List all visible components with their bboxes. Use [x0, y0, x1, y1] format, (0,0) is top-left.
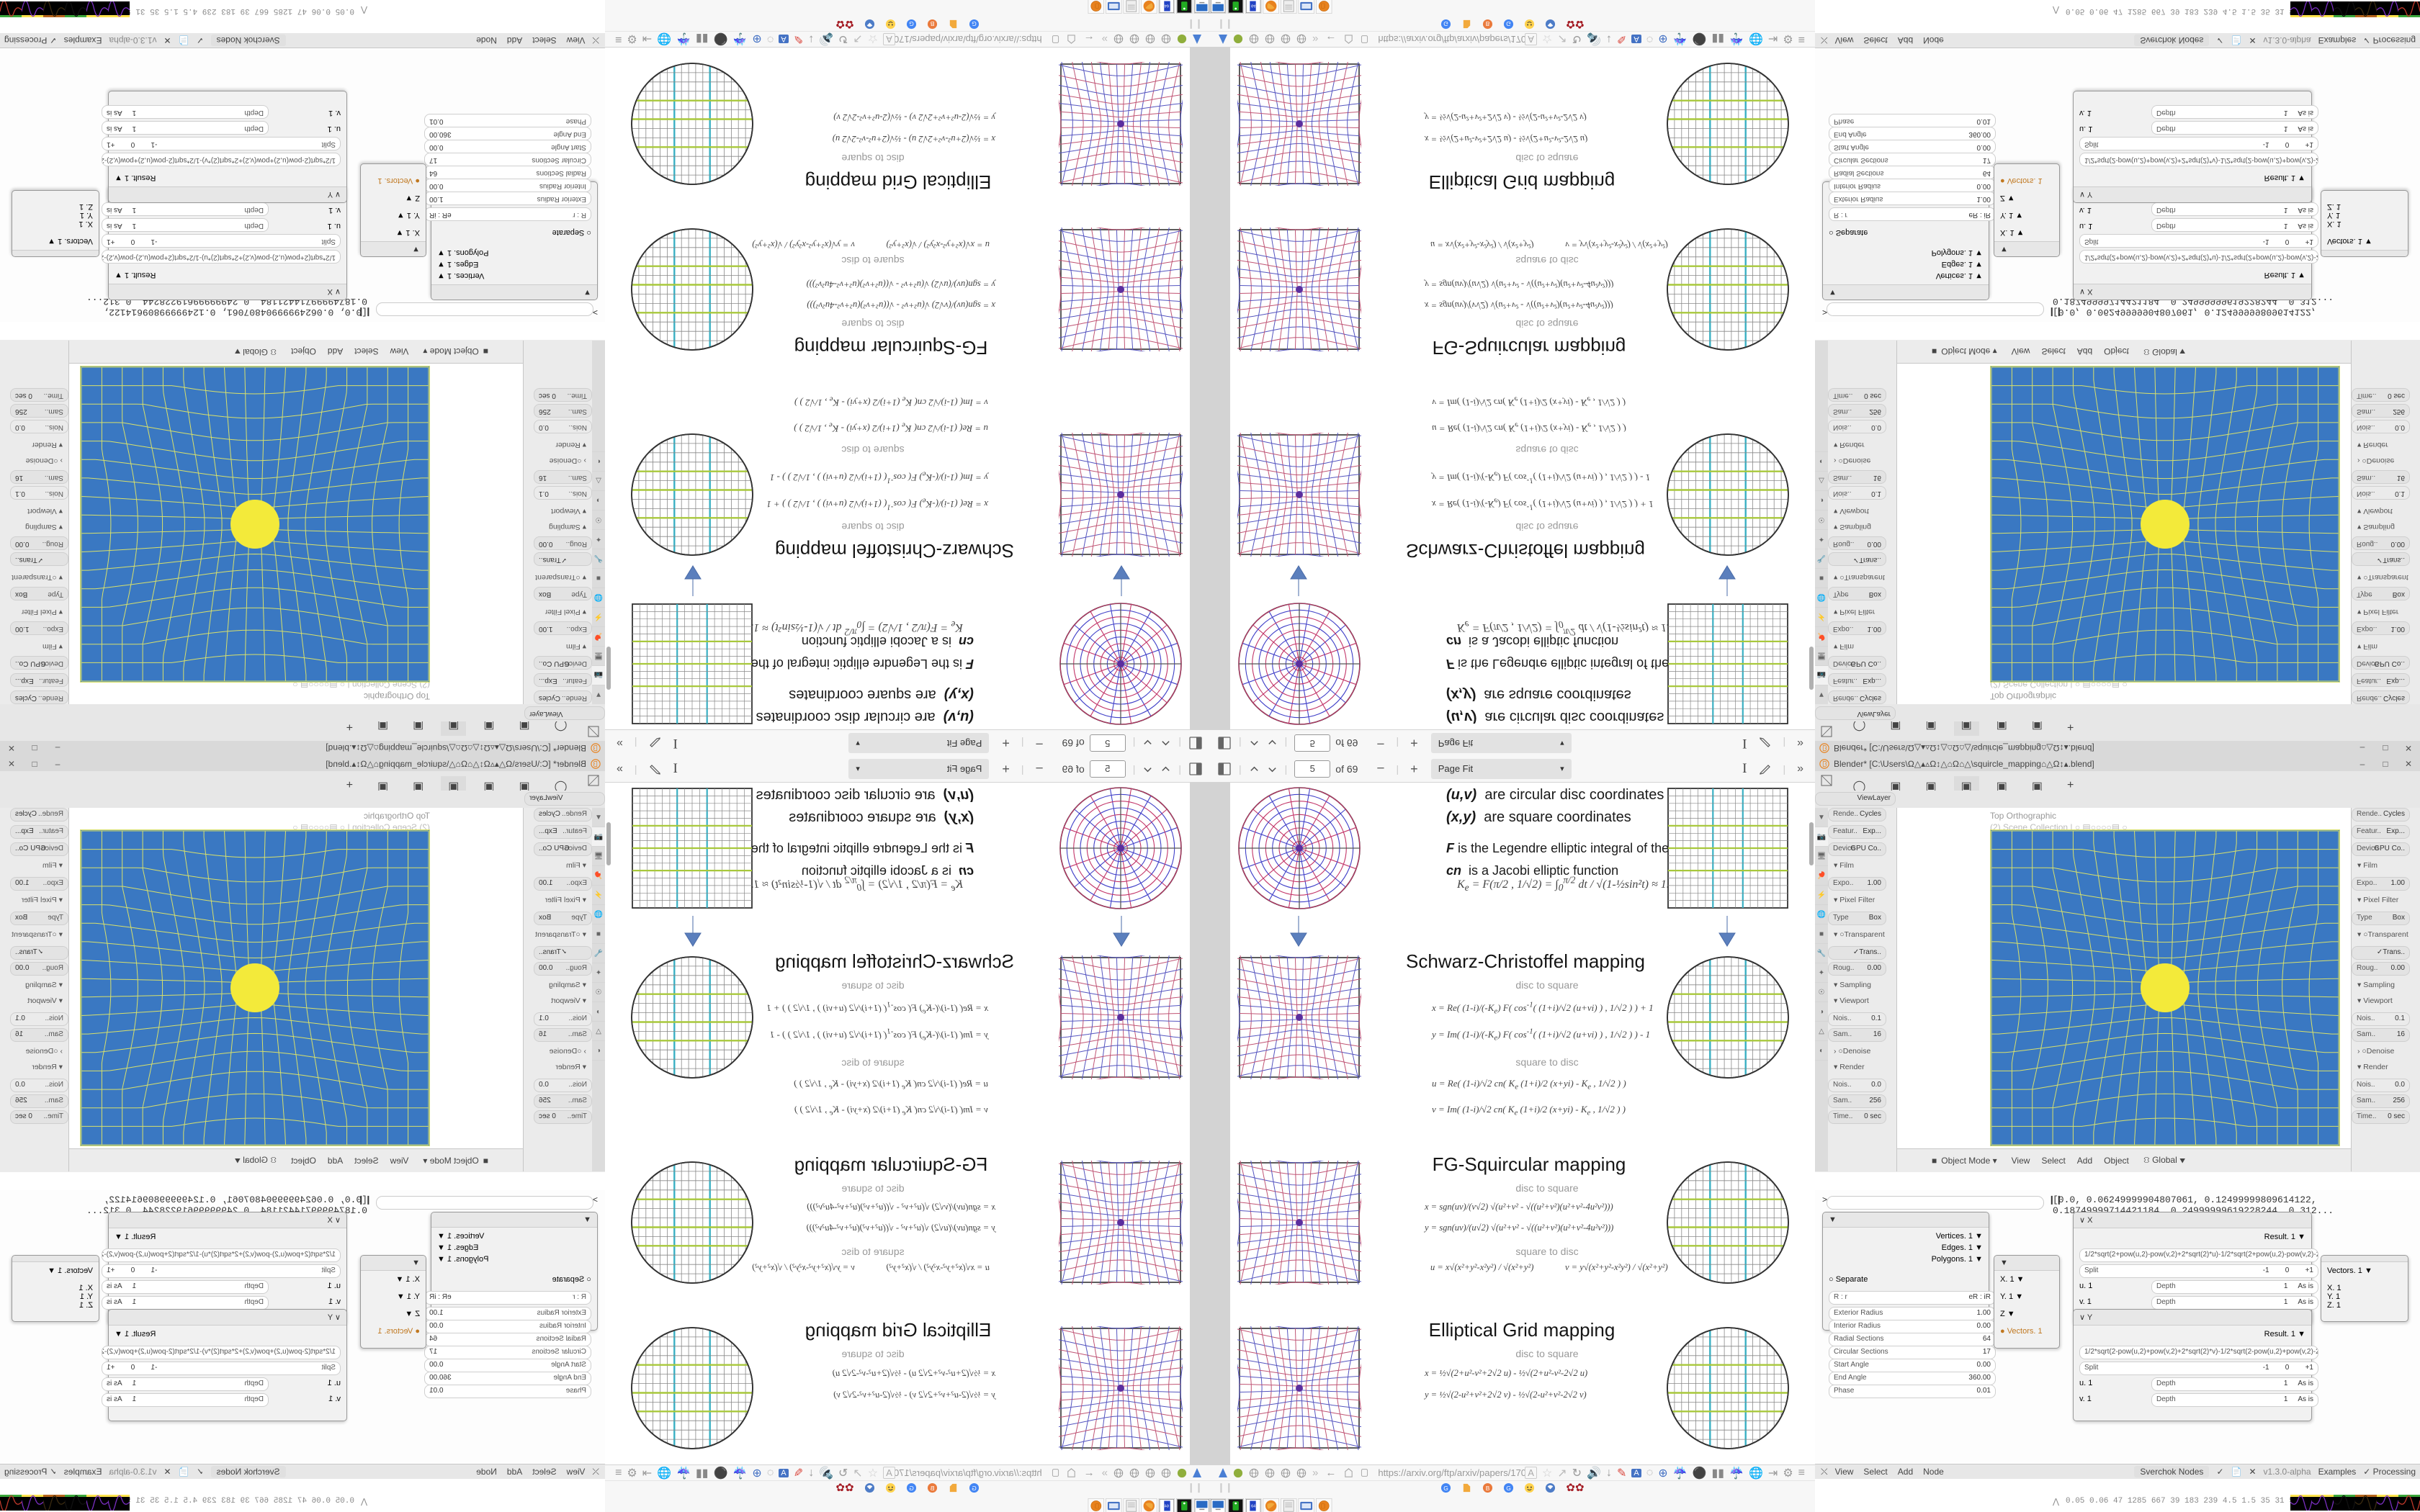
svg-text:G: G: [909, 1484, 914, 1491]
svg-text:B: B: [930, 1484, 934, 1491]
svg-text:64: 64: [1165, 3, 1169, 7]
svg-text:G: G: [1507, 21, 1512, 28]
svg-text:G: G: [1507, 1484, 1512, 1491]
svg-text:64: 64: [1251, 1505, 1255, 1509]
svg-text:64: 64: [1165, 1505, 1169, 1509]
svg-text:B: B: [1486, 1484, 1490, 1491]
svg-text:G: G: [1444, 1484, 1449, 1491]
svg-text:G: G: [1444, 21, 1449, 28]
svg-text:64: 64: [1251, 3, 1255, 7]
svg-text:G: G: [972, 21, 977, 28]
svg-text:G: G: [909, 21, 914, 28]
svg-text:B: B: [1486, 21, 1490, 28]
svg-text:G: G: [972, 1484, 977, 1491]
svg-text:B: B: [930, 21, 934, 28]
